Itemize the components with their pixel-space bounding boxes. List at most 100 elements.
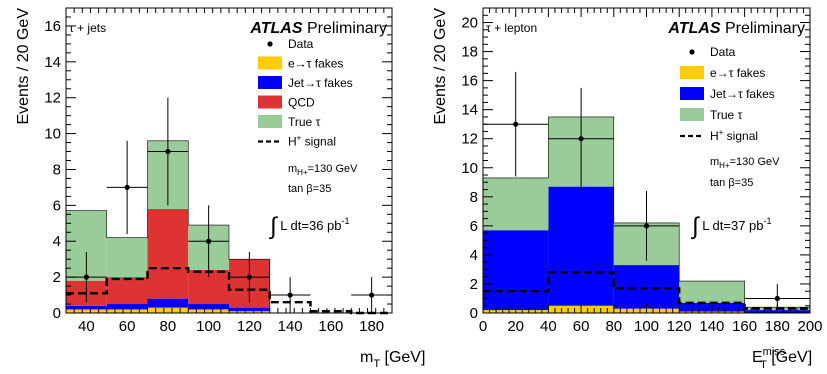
x-tick-label: 120: [667, 318, 692, 335]
legend-data-label: Data: [710, 45, 736, 59]
x-tick-label: 100: [196, 318, 221, 335]
data-point-1: [106, 140, 148, 235]
x-axis-label: Emiss T [GeV]: [752, 346, 812, 371]
legend: Data e→τ fakes Jet→τ fakes QCD True τ H+ sign…: [258, 37, 358, 195]
legend-label: QCD: [288, 96, 315, 110]
data-marker: [287, 292, 293, 298]
x-tick-label: 160: [318, 318, 343, 335]
legend-signal-label: H+ signal: [710, 128, 758, 143]
y-tick-label: 12: [461, 131, 478, 148]
data-point-3: [744, 283, 810, 313]
data-marker: [246, 274, 252, 280]
data-marker: [578, 136, 584, 142]
bar-efakes-bin-2: [147, 307, 189, 313]
y-tick-label: 0: [53, 305, 61, 322]
data-point-6: [351, 277, 392, 313]
param-mass: mH+=130 GeV: [288, 163, 358, 177]
legend-swatch: [680, 108, 704, 121]
y-tick-label: 4: [53, 233, 61, 250]
x-tick-label: 40: [540, 318, 557, 335]
bar-efakes-bin-0: [66, 309, 107, 313]
bar-true-bin-3: [679, 281, 745, 303]
legend-label: e→τ fakes: [710, 66, 765, 80]
y-tick-label: 20: [461, 15, 478, 32]
x-tick-label: 140: [699, 318, 724, 335]
y-tick-label: 4: [470, 247, 478, 264]
bar-jetfakes-bin-3: [188, 304, 229, 310]
bar-true-bin-0: [483, 177, 549, 231]
atlas-label: ATLAS Preliminary: [249, 20, 387, 37]
x-axis-label: mT [GeV]: [360, 349, 425, 370]
data-point-2: [613, 191, 680, 261]
bar-qcd-bin-2: [147, 208, 189, 299]
legend-data-marker: [689, 49, 695, 55]
param-tanbeta: tan β=35: [710, 177, 753, 189]
y-tick-label: 18: [461, 44, 478, 61]
bar-jetfakes-bin-4: [229, 307, 270, 312]
legend-label: True τ: [288, 115, 321, 129]
legend-signal-label: H+ signal: [288, 134, 336, 149]
y-axis-label: Events / 20 GeV: [15, 8, 32, 125]
legend-swatch: [258, 115, 282, 128]
data-marker: [369, 292, 375, 298]
data-marker: [643, 223, 650, 229]
bar-qcd-bin-1: [106, 277, 148, 305]
y-tick-label: 0: [470, 305, 478, 322]
legend-swatch: [258, 76, 282, 89]
x-tick-label: 140: [278, 318, 303, 335]
y-tick-label: 16: [461, 73, 478, 90]
data-point-4: [229, 252, 270, 303]
legend-label: e→τ fakes: [288, 57, 343, 71]
legend-data-marker: [267, 41, 273, 47]
legend-swatch: [258, 95, 282, 109]
data-marker: [165, 148, 171, 155]
x-tick-label: 160: [732, 318, 757, 335]
data-marker: [774, 295, 780, 302]
legend-data-label: Data: [288, 37, 314, 51]
panel-tau-jets: 40 60 80 100 120 140 160 180 0 2 4 6 8 10 12 14 16 Events…: [15, 7, 425, 370]
channel-label: τ + lepton: [486, 21, 537, 35]
bar-jetfakes-bin-2: [147, 298, 189, 308]
bar-jetfakes-bin-0: [66, 305, 107, 310]
x-tick-label: 180: [359, 318, 384, 335]
x-tick-label: 200: [797, 318, 822, 335]
y-tick-label: 14: [461, 102, 478, 119]
data-marker: [83, 274, 89, 280]
atlas-label: ATLAS Preliminary: [667, 20, 805, 37]
bar-efakes-bin-1: [106, 309, 148, 313]
x-tick-label: 180: [765, 318, 790, 335]
y-axis-label: Events / 20 GeV: [432, 8, 449, 125]
x-tick-label: 40: [78, 318, 95, 335]
x-tick-label: 20: [507, 318, 524, 335]
bar-jetfakes-bin-1: [106, 304, 148, 310]
bar-jetfakes-bin-0: [483, 230, 549, 311]
y-tick-label: 16: [44, 18, 61, 35]
legend-swatch: [680, 66, 704, 79]
legend-label: Jet→τ fakes: [710, 87, 775, 101]
data-marker: [206, 238, 212, 244]
data-marker: [124, 184, 130, 191]
signal-line: [66, 266, 392, 315]
y-tick-label: 6: [470, 218, 478, 235]
lumi-label: ∫ L dt=36 pb-1: [268, 213, 350, 240]
y-tick-label: 8: [53, 161, 61, 178]
y-tick-label: 2: [470, 276, 478, 293]
y-tick-label: 14: [44, 54, 61, 71]
x-tick-label: 60: [119, 318, 136, 335]
bar-jetfakes-bin-1: [548, 186, 614, 306]
x-tick-label: 80: [605, 318, 622, 335]
x-tick-label: 60: [573, 318, 590, 335]
data-point-3: [188, 205, 229, 278]
bar-efakes-bin-3: [188, 309, 229, 313]
bar-efakes-bin-4: [229, 311, 270, 313]
param-tanbeta: tan β=35: [288, 183, 331, 195]
x-tick-label: 80: [160, 318, 177, 335]
y-tick-label: 2: [53, 269, 61, 286]
legend-label: Jet→τ fakes: [288, 76, 353, 90]
param-mass: mH+=130 GeV: [710, 156, 780, 170]
y-tick-label: 6: [53, 197, 61, 214]
data-point-0: [483, 71, 549, 177]
legend-swatch: [258, 56, 282, 70]
panel-tau-lepton: 0 20 40 60 80 100 120 140 160 180 200 0 2 4 6 8 10 12 14 16…: [432, 7, 823, 371]
